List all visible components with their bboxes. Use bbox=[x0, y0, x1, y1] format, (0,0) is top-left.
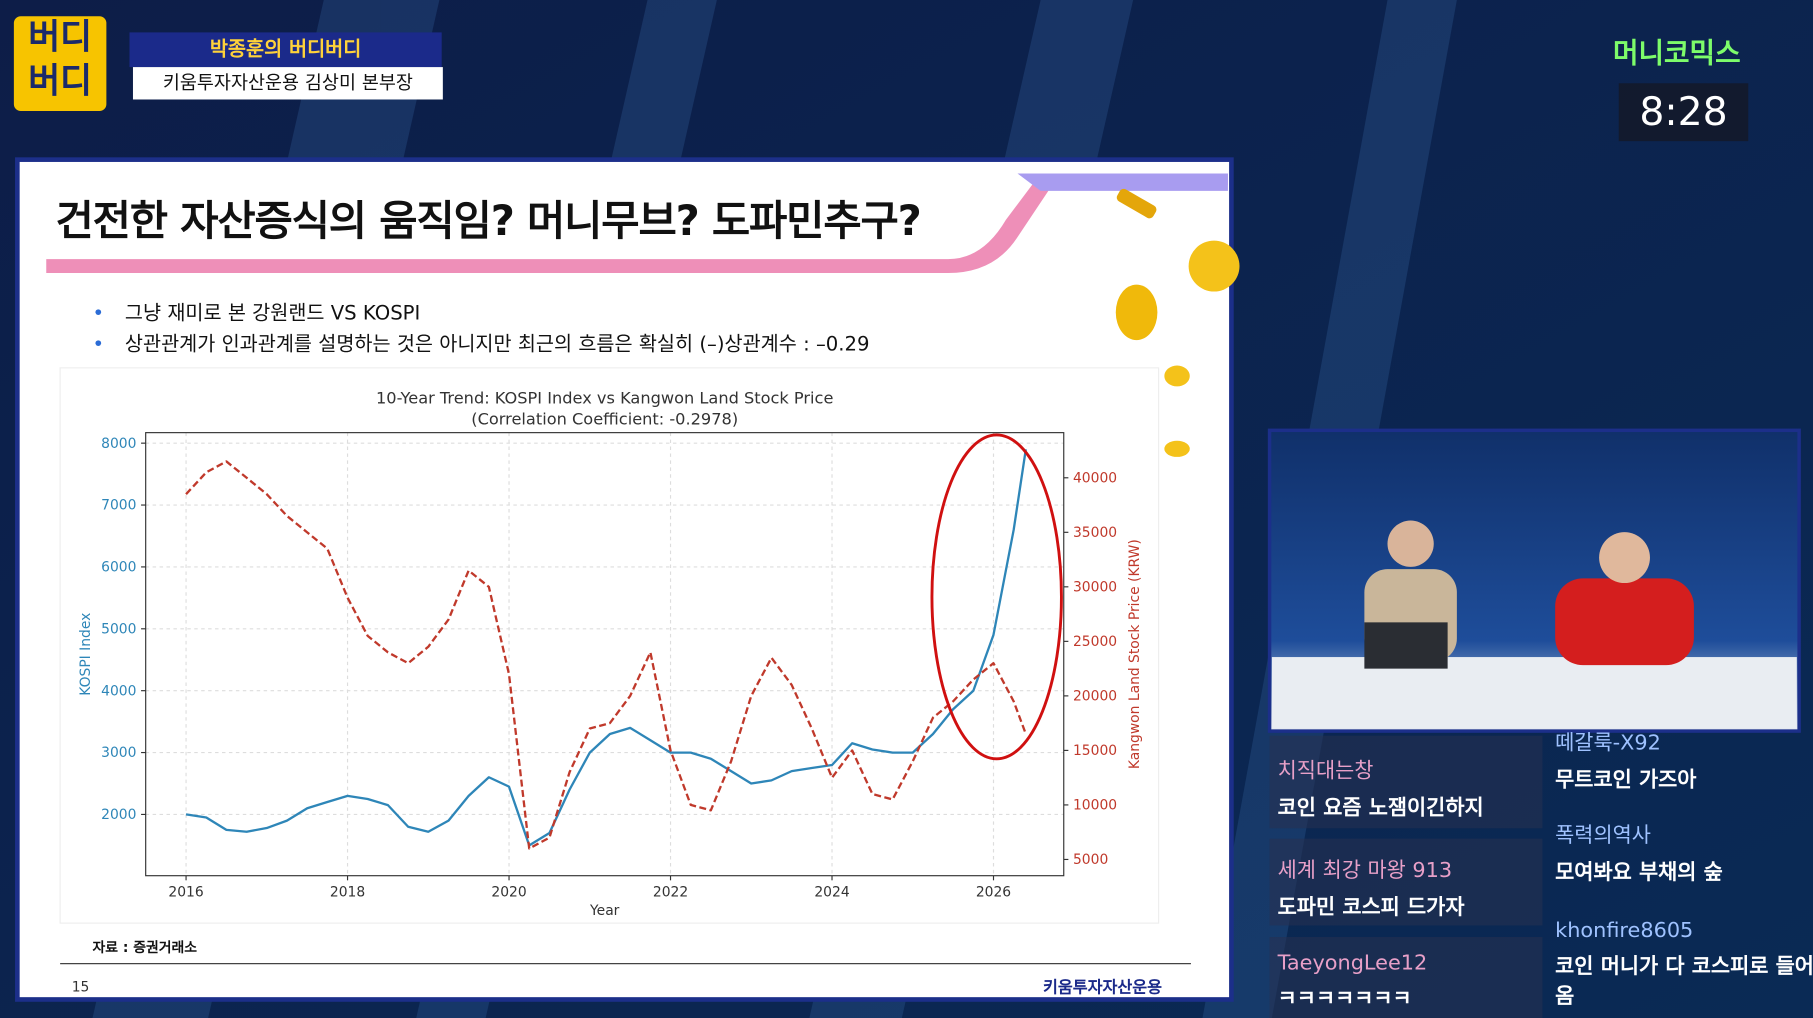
coin bbox=[1116, 188, 1157, 219]
chart: 10-Year Trend: KOSPI Index vs Kangwon La… bbox=[78, 389, 1143, 919]
chat-user: 떼갈룩-X92 bbox=[1555, 731, 1661, 756]
clock: 8:28 bbox=[1618, 83, 1749, 142]
y-axis-label: KOSPI Index bbox=[78, 613, 94, 696]
y2-tick-label: 35000 bbox=[1073, 525, 1117, 541]
y2-tick-label: 15000 bbox=[1073, 743, 1117, 759]
y-tick-label: 5000 bbox=[101, 621, 136, 637]
title-stripe-purple bbox=[1017, 173, 1228, 191]
y2-tick-label: 10000 bbox=[1073, 798, 1117, 814]
slide-title: 건전한 자산증식의 움직임? 머니무브? 도파민추구? bbox=[55, 197, 922, 246]
coin bbox=[1164, 365, 1190, 387]
chat-bubble bbox=[1269, 937, 1543, 1018]
logo-line: 버디 bbox=[28, 61, 93, 102]
logo-line: 버디 bbox=[28, 17, 93, 58]
chart-frame bbox=[59, 367, 1160, 924]
chat-message: 세계 최강 마왕 913 도파민 코스피 드가자 bbox=[1278, 854, 1546, 923]
laptop bbox=[1364, 622, 1448, 669]
y2-tick-label: 20000 bbox=[1073, 689, 1117, 705]
host-right bbox=[1555, 578, 1694, 666]
brand: 키움투자자산운용 bbox=[1042, 978, 1163, 998]
source-note: 자료 : 증권거래소 bbox=[92, 939, 198, 956]
x-axis-label: Year bbox=[589, 903, 620, 919]
chat-bubble bbox=[1269, 838, 1543, 926]
channel-logo: 머니코믹스 bbox=[1612, 37, 1741, 70]
chat-user: 세계 최강 마왕 913 bbox=[1277, 858, 1453, 883]
chat-text: 모여봐요 부채의 숲 bbox=[1555, 860, 1723, 885]
host-left-head bbox=[1387, 520, 1434, 567]
bullet: 그냥 재미로 본 강원랜드 VS KOSPI bbox=[93, 298, 870, 329]
y2-tick-label: 30000 bbox=[1073, 579, 1117, 595]
y2-axis-label: Kangwon Land Stock Price (KRW) bbox=[1127, 539, 1143, 769]
desk bbox=[1271, 657, 1797, 729]
chat-text: 도파민 코스피 드가자 bbox=[1277, 895, 1465, 920]
chart-title: 10-Year Trend: KOSPI Index vs Kangwon La… bbox=[376, 389, 833, 408]
show-logo: 버디 버디 bbox=[13, 16, 107, 112]
y-tick-label: 7000 bbox=[101, 498, 136, 514]
chat-bubble bbox=[1269, 735, 1543, 829]
y-tick-label: 2000 bbox=[101, 807, 136, 823]
highlight-ellipse bbox=[930, 433, 1063, 761]
chat-user: khonfire8605 bbox=[1555, 918, 1694, 943]
chat-user: TaeyongLee12 bbox=[1277, 950, 1428, 976]
chat-text: 코인 요즘 노잼이긴하지 bbox=[1277, 795, 1484, 821]
y2-tick-label: 40000 bbox=[1073, 470, 1117, 486]
x-tick-label: 2026 bbox=[976, 885, 1011, 901]
x-tick-label: 2016 bbox=[168, 885, 203, 901]
y-tick-label: 4000 bbox=[101, 683, 136, 699]
y-tick-label: 3000 bbox=[101, 745, 136, 761]
y-tick-label: 8000 bbox=[101, 436, 136, 452]
series-line bbox=[185, 460, 1027, 850]
x-tick-label: 2022 bbox=[653, 885, 688, 901]
y2-tick-label: 25000 bbox=[1073, 634, 1117, 650]
chat-text: 코인 머니가 다 코스피로 들어옴 bbox=[1555, 954, 1813, 1009]
page-number: 15 bbox=[71, 978, 90, 995]
coin bbox=[1115, 284, 1158, 341]
bullet: 상관관계가 인과관계를 설명하는 것은 아니지만 최근의 흐름은 확실히 (–)… bbox=[93, 330, 870, 361]
chart-subtitle: (Correlation Coefficient: -0.2978) bbox=[471, 410, 738, 429]
chat-text: ㅋㅋㅋㅋㅋㅋㅋ bbox=[1277, 986, 1412, 1012]
chat-text: 무트코인 가즈아 bbox=[1555, 768, 1697, 793]
chat-message: TaeyongLee12 ㅋㅋㅋㅋㅋㅋㅋ bbox=[1278, 951, 1546, 1015]
chat-message: 떼갈룩-X92 무트코인 가즈아 bbox=[1555, 726, 1813, 795]
x-tick-label: 2024 bbox=[814, 885, 849, 901]
bullet-list: 그냥 재미로 본 강원랜드 VS KOSPI 상관관계가 인과관계를 설명하는 … bbox=[93, 298, 870, 360]
chat-user: 폭력의역사 bbox=[1555, 823, 1651, 848]
host-right-head bbox=[1599, 532, 1650, 584]
chat-message: khonfire8605 코인 머니가 다 코스피로 들어옴 bbox=[1555, 918, 1813, 1012]
coin bbox=[1164, 440, 1190, 457]
y2-tick-label: 5000 bbox=[1073, 852, 1108, 868]
x-tick-label: 2018 bbox=[330, 885, 365, 901]
chat-user: 치직대는창 bbox=[1277, 758, 1374, 784]
x-tick-label: 2020 bbox=[491, 885, 526, 901]
series-line bbox=[185, 449, 1027, 847]
coin bbox=[1188, 240, 1240, 292]
y-tick-label: 6000 bbox=[101, 560, 136, 576]
plot-frame bbox=[145, 432, 1065, 877]
guest-caption: 키움투자자산운용 김상미 본부장 bbox=[132, 67, 443, 100]
show-title: 박종훈의 버디버디 bbox=[129, 32, 442, 68]
